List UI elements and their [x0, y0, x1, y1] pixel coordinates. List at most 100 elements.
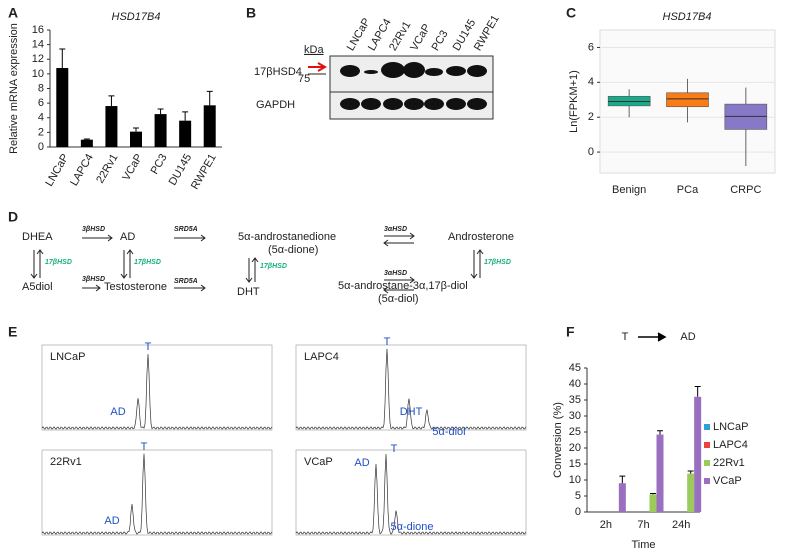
legend-label: 22Rv1 [713, 457, 745, 469]
enzyme: 17βHSD [134, 259, 161, 266]
node: DHEA [22, 231, 53, 243]
y-tick-label: 40 [569, 378, 581, 390]
node: AD [120, 231, 135, 243]
x-tick-label: 2h [600, 519, 612, 531]
bar [618, 483, 626, 512]
enzyme: 17βHSD [260, 263, 287, 270]
sample-label: VCaP [304, 456, 333, 468]
x-tick-label: PC3 [149, 152, 170, 177]
chromatogram-frame [41, 344, 273, 431]
y-tick-label: 20 [569, 442, 581, 454]
box [666, 92, 709, 108]
node: DHT [237, 286, 260, 298]
pathway: DHEA AD 5α-androstanedione (5α-dione) An… [22, 226, 514, 305]
lane-label: RWPE1 [472, 13, 502, 53]
chromatogram-frame [295, 344, 527, 431]
peak-label: T [391, 443, 398, 455]
peak-label: AD [104, 515, 119, 527]
peak-label: 5α-dione [390, 521, 433, 533]
y-tick-label: 10 [569, 474, 581, 486]
arrow [308, 62, 328, 72]
row-label: GAPDH [256, 99, 295, 111]
enzyme: SRD5A [174, 226, 198, 233]
y-tick-label: 25 [569, 426, 581, 438]
enzyme: 3αHSD [384, 226, 407, 233]
x-tick-label: PCa [677, 184, 699, 196]
x-tick-label: LAPC4 [68, 152, 96, 188]
x-axis-label: Time [631, 539, 655, 551]
bar [687, 473, 695, 512]
sample-label: LAPC4 [304, 351, 339, 363]
peak-label: AD [110, 406, 125, 418]
node: (5α-dione) [268, 244, 318, 256]
panel-label: B [246, 5, 256, 21]
chart-title: HSD17B4 [663, 11, 712, 23]
error-bar [619, 475, 626, 484]
node: Androsterone [448, 231, 514, 243]
enzyme: SRD5A [174, 278, 198, 285]
legend-swatch [704, 424, 710, 430]
node: Testosterone [104, 281, 167, 293]
chromatogram-frame [295, 449, 527, 536]
y-tick-label: 6 [588, 41, 594, 53]
panel-label: A [8, 5, 18, 21]
y-tick-label: 16 [32, 24, 44, 36]
lane-label: PC3 [430, 28, 451, 53]
legend-label: LAPC4 [713, 439, 748, 451]
legend-swatch [704, 478, 710, 484]
y-tick-label: 12 [32, 53, 44, 65]
chromatograms: LNCaP T AD LAPC4 T DHT 5α-diol 22Rv1 T AD VCaP T AD 5… [41, 336, 527, 536]
trace [41, 354, 273, 430]
blot-unit: kDa [304, 44, 324, 56]
error-bar [657, 430, 663, 435]
error-bar [206, 90, 213, 106]
error-bar [694, 386, 701, 397]
x-tick-label: 7h [637, 519, 649, 531]
y-tick-label: 4 [588, 76, 594, 88]
panel-label: C [566, 5, 576, 21]
error-bar [687, 470, 694, 474]
legend-swatch [704, 442, 710, 448]
enzyme: 17βHSD [484, 259, 511, 266]
peak-label: 5α-diol [432, 426, 465, 438]
title-arrow [638, 332, 667, 342]
sample-label: LNCaP [50, 351, 85, 363]
y-tick-label: 8 [38, 82, 44, 94]
legend-swatch [704, 460, 710, 466]
node: 5α-androstane-3α,17β-diol [338, 280, 468, 292]
trace [295, 454, 527, 535]
enzyme: 3αHSD [384, 270, 407, 277]
marker-label: 75 [298, 73, 310, 85]
x-tick-label: CRPC [730, 184, 761, 196]
error-bar [108, 95, 115, 107]
bar [105, 106, 118, 147]
panel-label: E [8, 324, 17, 340]
y-tick-label: 0 [575, 506, 581, 518]
peak-label: T [141, 441, 148, 453]
error-bar [157, 108, 164, 115]
y-tick-label: 15 [569, 458, 581, 470]
error-bar [59, 48, 66, 69]
y-tick-label: 6 [38, 97, 44, 109]
panel-label: F [566, 324, 575, 340]
legend-label: LNCaP [713, 421, 748, 433]
x-tick-label: 22Rv1 [94, 152, 120, 186]
error-bar [182, 111, 189, 121]
bar [179, 120, 192, 147]
y-tick-label: 5 [575, 490, 581, 502]
enzyme: 3βHSD [82, 226, 105, 233]
chart-title: AD [680, 331, 695, 343]
sample-label: 22Rv1 [50, 456, 82, 468]
enzyme: 17βHSD [45, 259, 72, 266]
axis [586, 368, 700, 513]
y-tick-label: 35 [569, 394, 581, 406]
bar [656, 434, 664, 512]
y-tick-label: 30 [569, 410, 581, 422]
peak-label: T [384, 336, 391, 348]
error-bar [133, 127, 139, 132]
y-tick-label: 45 [569, 362, 581, 374]
node: 5α-androstanedione [238, 231, 336, 243]
y-axis-label: Conversion (%) [552, 402, 564, 478]
node: A5diol [22, 281, 53, 293]
